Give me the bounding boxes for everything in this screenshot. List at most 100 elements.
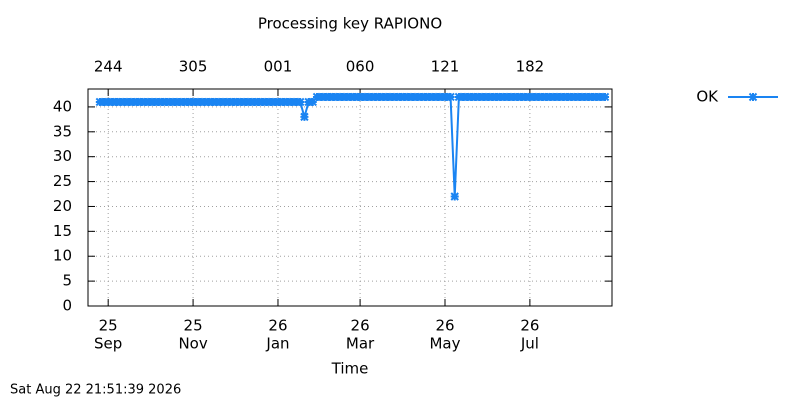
marker bbox=[392, 92, 401, 102]
marker bbox=[546, 92, 555, 102]
timestamp: Sat Aug 22 21:51:39 2026 bbox=[10, 383, 181, 398]
marker bbox=[400, 92, 409, 102]
marker bbox=[479, 92, 489, 102]
marker bbox=[225, 97, 234, 107]
marker bbox=[396, 92, 405, 102]
marker bbox=[538, 92, 547, 102]
marker bbox=[141, 97, 150, 107]
y-tick-label: 25 bbox=[53, 172, 72, 190]
marker bbox=[166, 97, 176, 107]
y-tick-label: 20 bbox=[53, 197, 72, 215]
marker bbox=[174, 97, 184, 107]
marker bbox=[383, 92, 393, 102]
marker bbox=[567, 92, 576, 102]
marker bbox=[600, 92, 610, 102]
marker bbox=[483, 92, 493, 102]
marker bbox=[237, 97, 246, 107]
marker bbox=[270, 97, 280, 107]
marker bbox=[229, 97, 238, 107]
marker bbox=[162, 97, 171, 107]
marker bbox=[550, 92, 560, 102]
marker bbox=[149, 97, 159, 107]
marker bbox=[387, 92, 397, 102]
x-tick-label: 26 bbox=[520, 317, 539, 335]
marker bbox=[346, 92, 355, 102]
marker bbox=[312, 92, 322, 102]
marker bbox=[504, 92, 514, 102]
y-tick-label: 30 bbox=[53, 147, 72, 165]
x2-tick-label: 244 bbox=[94, 58, 123, 76]
y-tick-label: 35 bbox=[53, 122, 72, 140]
marker bbox=[534, 92, 543, 102]
marker bbox=[408, 92, 418, 102]
marker bbox=[191, 97, 201, 107]
marker bbox=[425, 92, 434, 102]
marker bbox=[287, 97, 297, 107]
marker bbox=[195, 97, 205, 107]
marker bbox=[571, 92, 581, 102]
x-tick-label: 25 bbox=[99, 317, 118, 335]
marker bbox=[454, 92, 464, 102]
marker bbox=[179, 97, 188, 107]
marker bbox=[513, 92, 522, 102]
y-tick-label: 15 bbox=[53, 222, 72, 240]
marker bbox=[412, 92, 422, 102]
x-tick-label: 26 bbox=[268, 317, 287, 335]
x-tick-label: Jan bbox=[265, 335, 289, 353]
marker bbox=[575, 92, 585, 102]
marker bbox=[404, 92, 414, 102]
marker bbox=[467, 92, 476, 102]
marker bbox=[371, 92, 380, 102]
marker bbox=[258, 97, 267, 107]
x-tick-label: 26 bbox=[435, 317, 454, 335]
marker bbox=[266, 97, 276, 107]
marker bbox=[596, 92, 606, 102]
marker bbox=[521, 92, 530, 102]
marker bbox=[183, 97, 192, 107]
marker bbox=[170, 97, 180, 107]
marker bbox=[262, 97, 272, 107]
marker bbox=[283, 97, 292, 107]
marker bbox=[488, 92, 497, 102]
marker bbox=[216, 97, 226, 107]
marker bbox=[275, 97, 284, 107]
x2-tick-label: 305 bbox=[179, 58, 208, 76]
marker bbox=[129, 97, 138, 107]
marker bbox=[304, 97, 313, 107]
marker bbox=[592, 92, 601, 102]
marker bbox=[300, 112, 309, 122]
marker bbox=[375, 92, 384, 102]
marker bbox=[579, 92, 589, 102]
marker bbox=[350, 92, 359, 102]
marker bbox=[291, 97, 301, 107]
marker bbox=[492, 92, 501, 102]
marker bbox=[508, 92, 518, 102]
marker bbox=[99, 97, 109, 107]
marker bbox=[559, 92, 568, 102]
marker bbox=[463, 92, 472, 102]
marker bbox=[204, 97, 213, 107]
marker bbox=[517, 92, 526, 102]
marker bbox=[500, 92, 510, 102]
marker bbox=[367, 92, 376, 102]
marker bbox=[133, 97, 142, 107]
marker bbox=[95, 97, 105, 107]
x2-tick-label: 001 bbox=[264, 58, 293, 76]
legend-label: OK bbox=[696, 88, 719, 106]
marker bbox=[362, 92, 372, 102]
marker bbox=[554, 92, 564, 102]
marker bbox=[137, 97, 146, 107]
marker bbox=[103, 97, 113, 107]
marker bbox=[220, 97, 230, 107]
marker bbox=[379, 92, 388, 102]
y-tick-label: 0 bbox=[62, 297, 72, 315]
y-tick-label: 10 bbox=[53, 247, 72, 265]
marker bbox=[241, 97, 251, 107]
marker bbox=[446, 92, 455, 102]
x-tick-label: Sep bbox=[94, 335, 122, 353]
x-tick-label: 25 bbox=[184, 317, 203, 335]
marker bbox=[245, 97, 255, 107]
marker bbox=[588, 92, 597, 102]
x-tick-label: Nov bbox=[178, 335, 207, 353]
